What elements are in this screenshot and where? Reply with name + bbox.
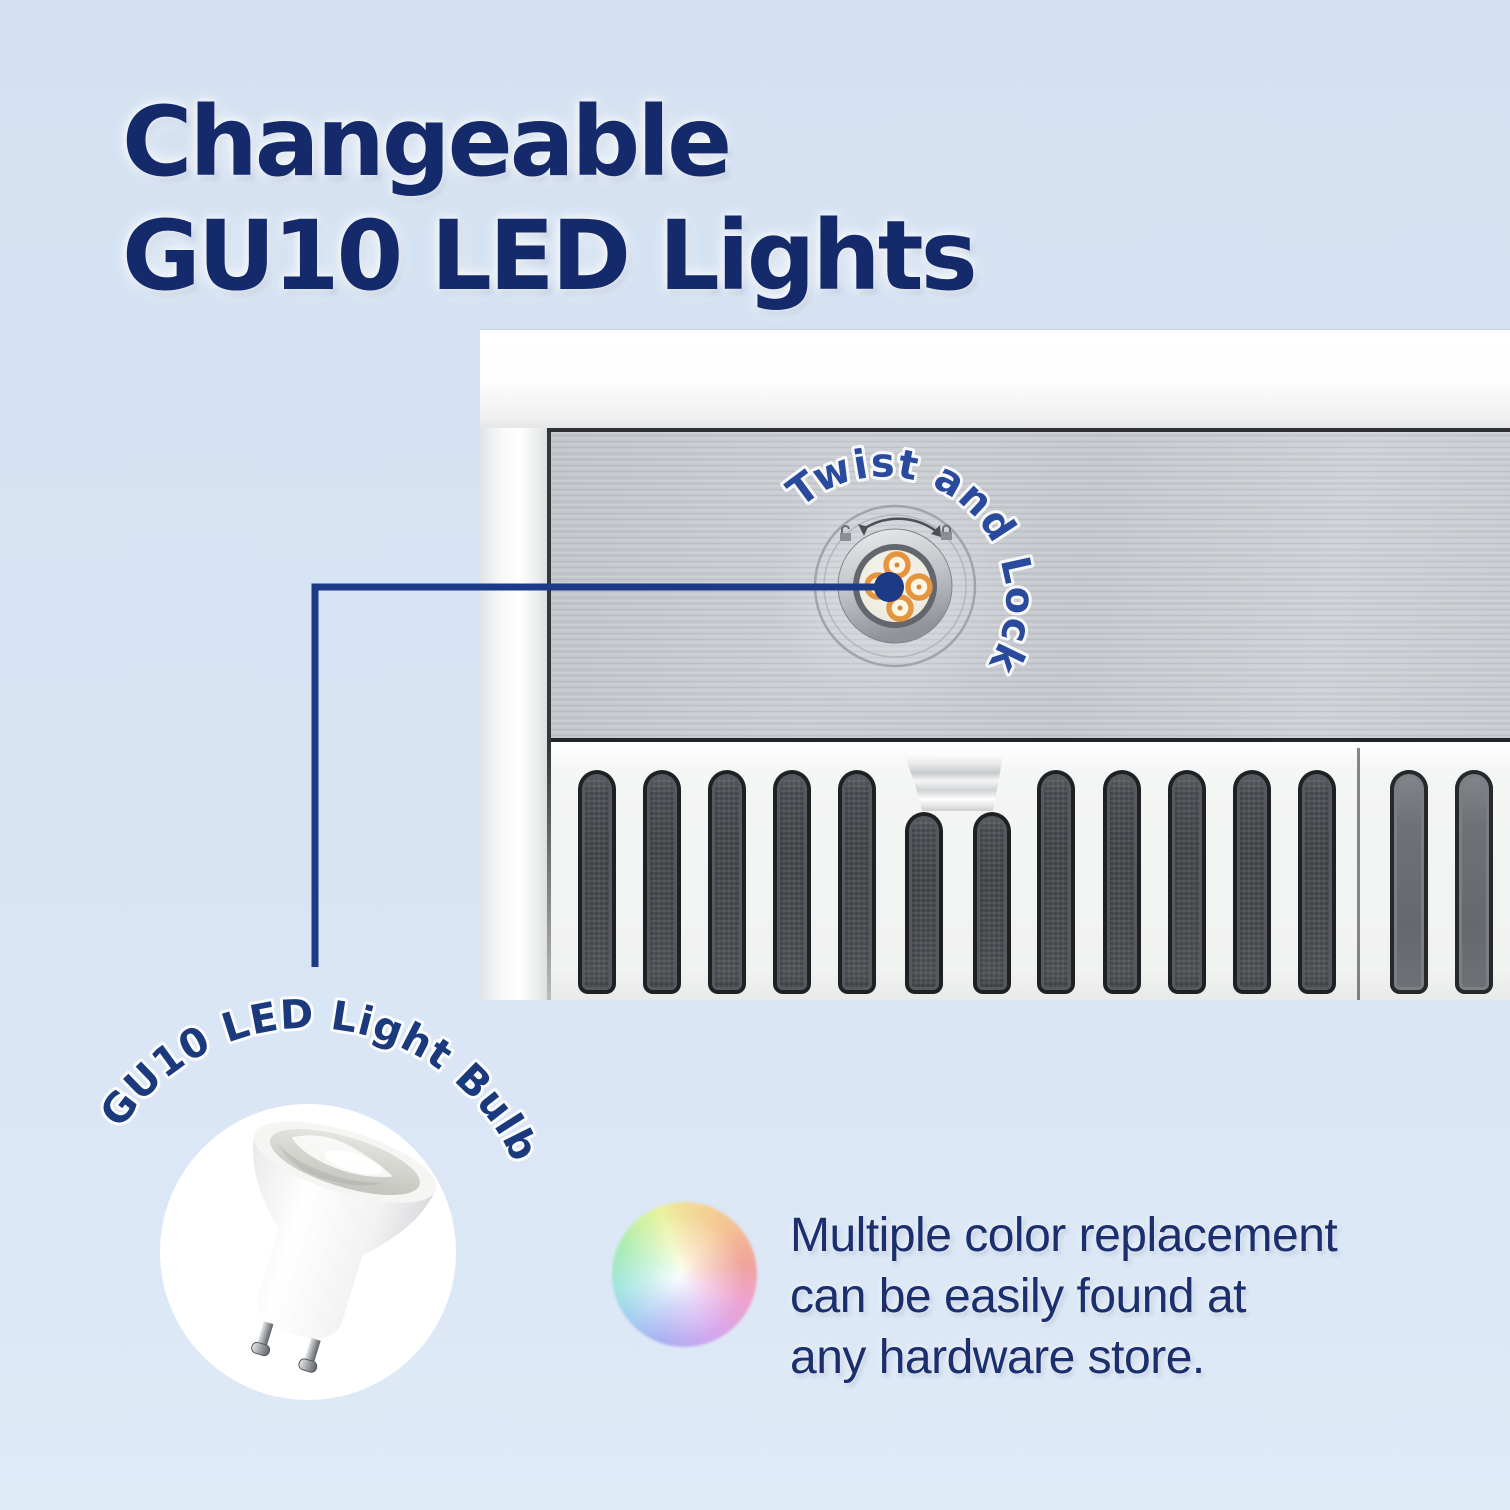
filter-handle [905,753,1003,811]
baffle-slot [905,812,943,994]
note-line-1: Multiple color replacement [790,1209,1338,1262]
title-line-1: Changeable [122,86,732,198]
note-text: Multiple color replacement can be easily… [790,1205,1338,1388]
baffle-slot [1455,770,1493,994]
baffle-slot [1233,770,1271,994]
baffle-slot [773,770,811,994]
page-title: Changeable GU10 LED Lights [122,85,978,313]
note-line-3: any hardware store. [790,1331,1205,1384]
hood-panel-gap [547,428,1510,432]
baffle-slot [1298,770,1336,994]
note-line-2: can be easily found at [790,1270,1247,1323]
gu10-bulb-label: GU10 LED Light Bulb [91,991,547,1168]
filter-panel-seam [1357,748,1360,1000]
baffle-slot [973,812,1011,994]
baffle-slot [1037,770,1075,994]
color-wheel-icon [612,1202,757,1347]
hood-top-frame [480,329,1510,429]
gu10-prong [298,1337,321,1373]
gu10-led-bulb-illustration [160,1104,456,1400]
gu10-prong [251,1321,274,1357]
baffle-slot [838,770,876,994]
title-line-2: GU10 LED Lights [122,200,978,312]
hood-left-frame [480,428,547,1000]
baffle-slot [578,770,616,994]
baffle-slot [1103,770,1141,994]
baffle-slot [1390,770,1428,994]
hood-stainless-panel [551,432,1510,742]
baffle-slot [1168,770,1206,994]
hood-baffle-filters [551,742,1510,1000]
baffle-slot [708,770,746,994]
baffle-slot [643,770,681,994]
range-hood-photo [480,329,1510,1000]
